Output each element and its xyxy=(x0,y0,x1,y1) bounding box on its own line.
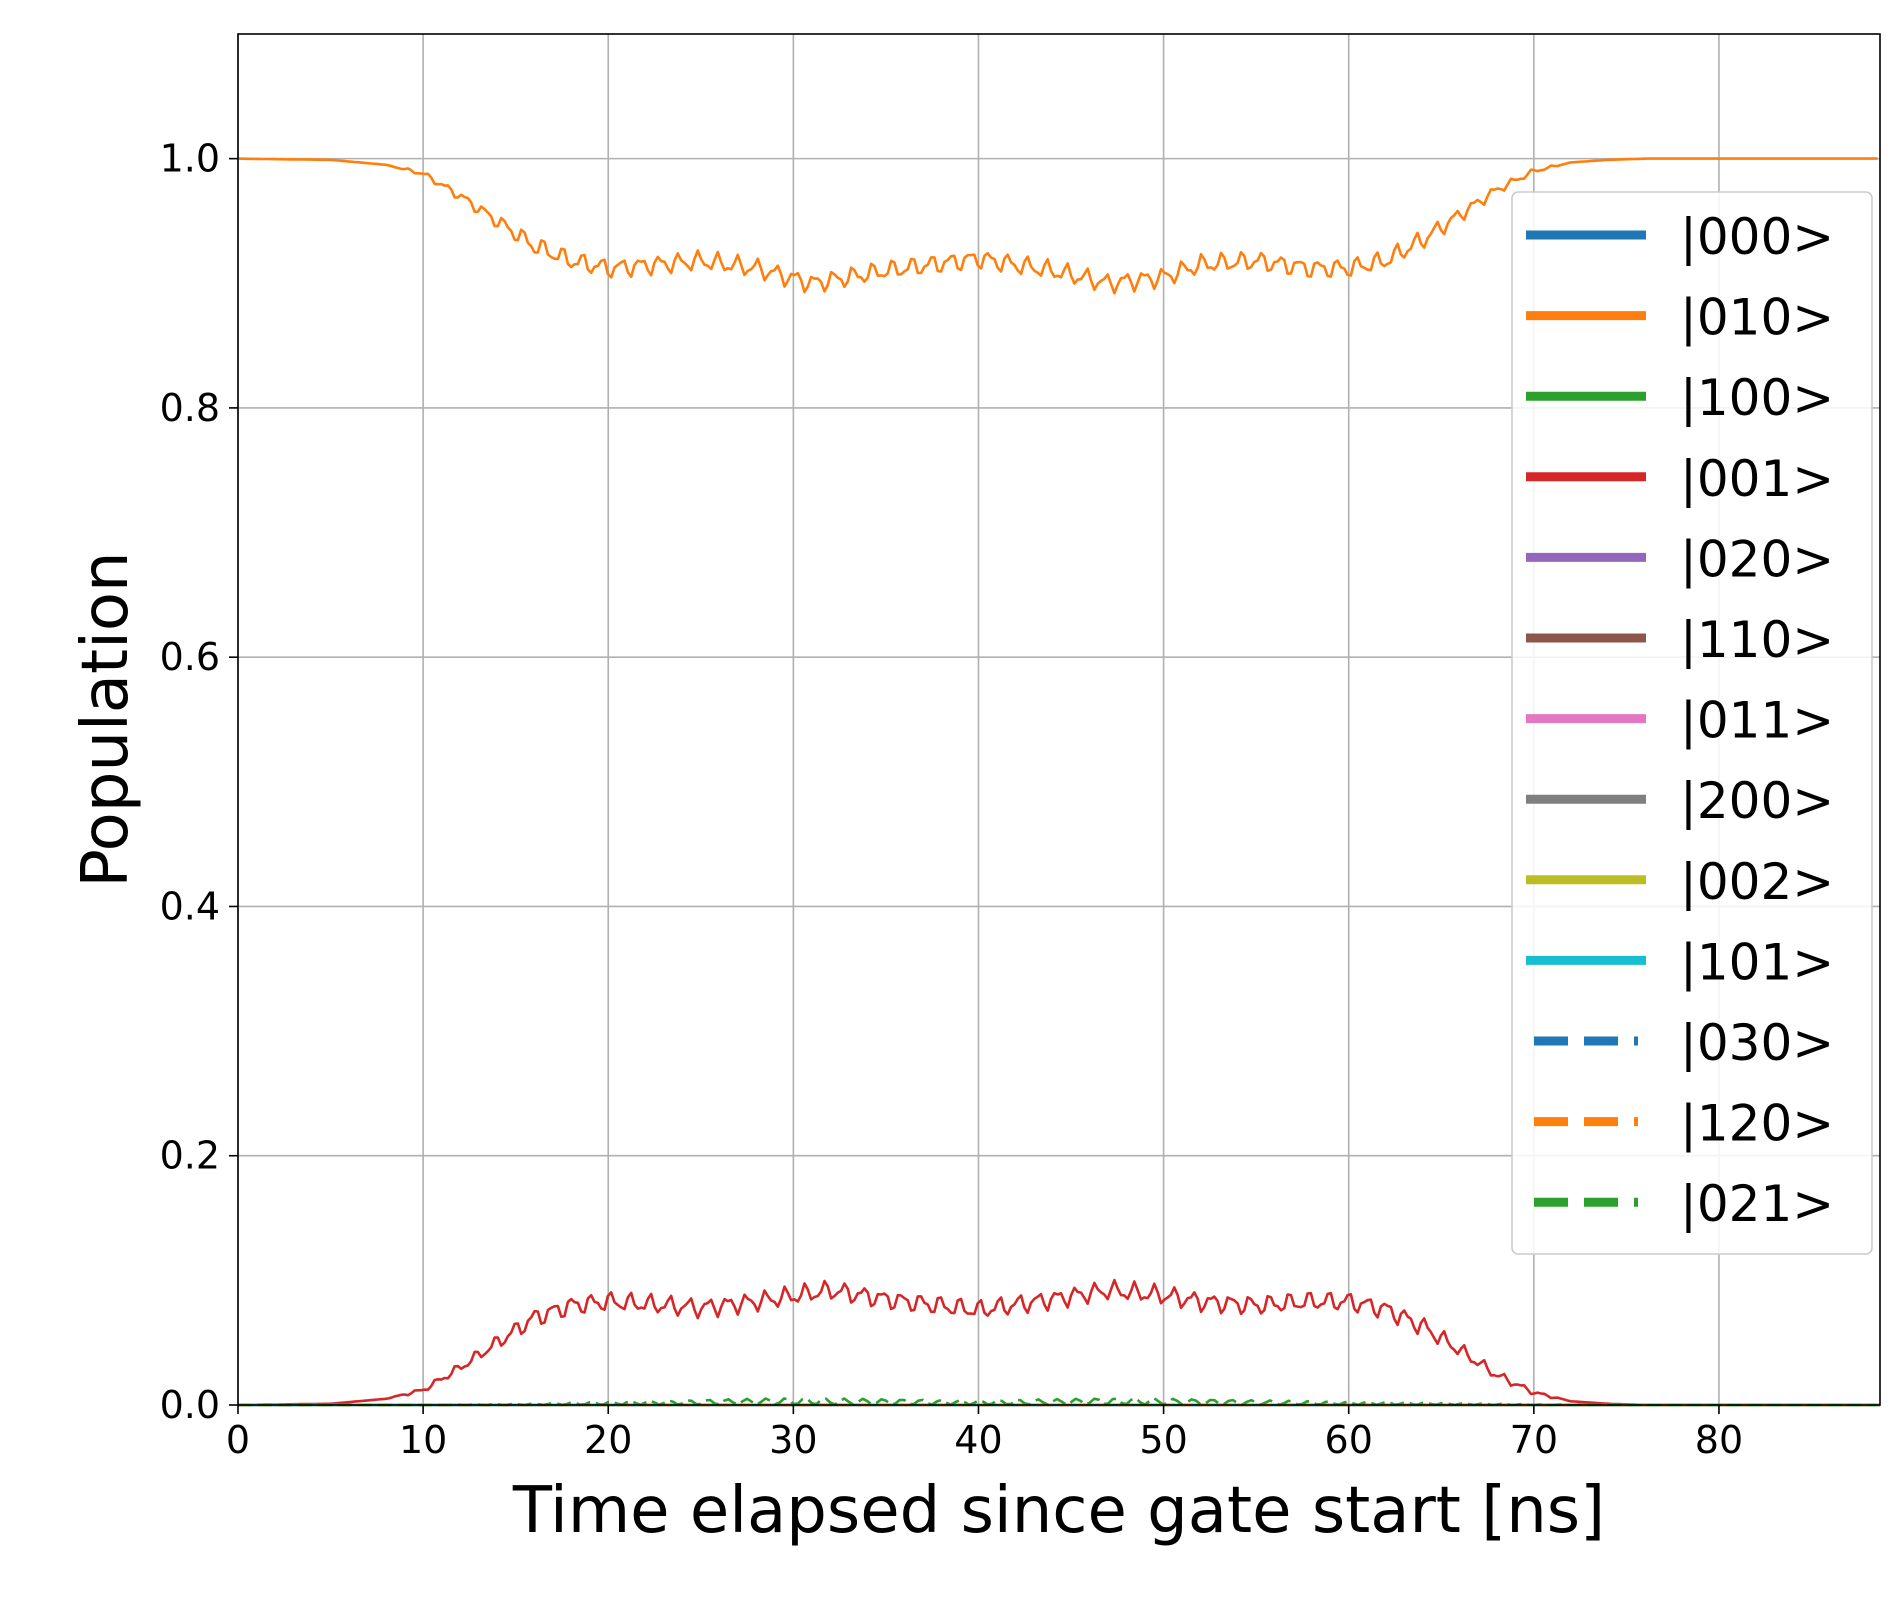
legend-label: |001> xyxy=(1680,450,1834,508)
legend-label: |030> xyxy=(1680,1014,1834,1072)
x-tick-label: 60 xyxy=(1325,1418,1373,1462)
legend-label: |011> xyxy=(1680,692,1834,750)
x-tick-label: 80 xyxy=(1695,1418,1743,1462)
y-tick-label: 0.6 xyxy=(160,635,220,679)
y-tick-label: 0.0 xyxy=(160,1383,220,1427)
axes-frame xyxy=(237,33,1881,1406)
y-tick-label: 0.2 xyxy=(160,1134,220,1178)
legend-label: |120> xyxy=(1680,1095,1834,1153)
legend-label: |200> xyxy=(1680,772,1834,830)
y-axis-label: Population xyxy=(69,551,143,887)
legend-box xyxy=(1511,191,1873,1255)
series-line xyxy=(238,1278,1878,1407)
series-line xyxy=(237,157,1878,295)
y-tick-label: 1.0 xyxy=(160,137,220,181)
legend-label: |010> xyxy=(1680,289,1834,347)
x-tick-label: 50 xyxy=(1139,1418,1187,1462)
y-tick-label: 0.8 xyxy=(160,386,220,430)
legend-label: |000> xyxy=(1680,208,1834,266)
y-tick-label: 0.4 xyxy=(160,884,220,928)
legend-label: |020> xyxy=(1680,530,1834,588)
x-tick-label: 40 xyxy=(954,1418,1002,1462)
y-axis-ticks: 0.0 0.2 0.4 0.6 0.8 1.0 xyxy=(160,137,238,1427)
legend-label: |100> xyxy=(1680,369,1834,427)
legend-label: |101> xyxy=(1680,933,1834,991)
series-line xyxy=(238,1397,1877,1407)
legend-label: |002> xyxy=(1680,853,1834,911)
legend-label: |021> xyxy=(1680,1175,1834,1233)
x-tick-label: 0 xyxy=(226,1418,250,1462)
legend: |000> |010> |100> |001> |020> |110> |011> |200>… xyxy=(1511,191,1873,1255)
x-tick-label: 70 xyxy=(1510,1418,1558,1462)
x-tick-label: 20 xyxy=(584,1418,632,1462)
x-tick-label: 30 xyxy=(769,1418,817,1462)
x-axis-label: Time elapsed since gate start [ns] xyxy=(512,1474,1605,1548)
x-tick-label: 10 xyxy=(399,1418,447,1462)
legend-label: |110> xyxy=(1680,611,1834,669)
x-axis-ticks: 0 10 20 30 40 50 60 70 80 xyxy=(226,1405,1743,1462)
